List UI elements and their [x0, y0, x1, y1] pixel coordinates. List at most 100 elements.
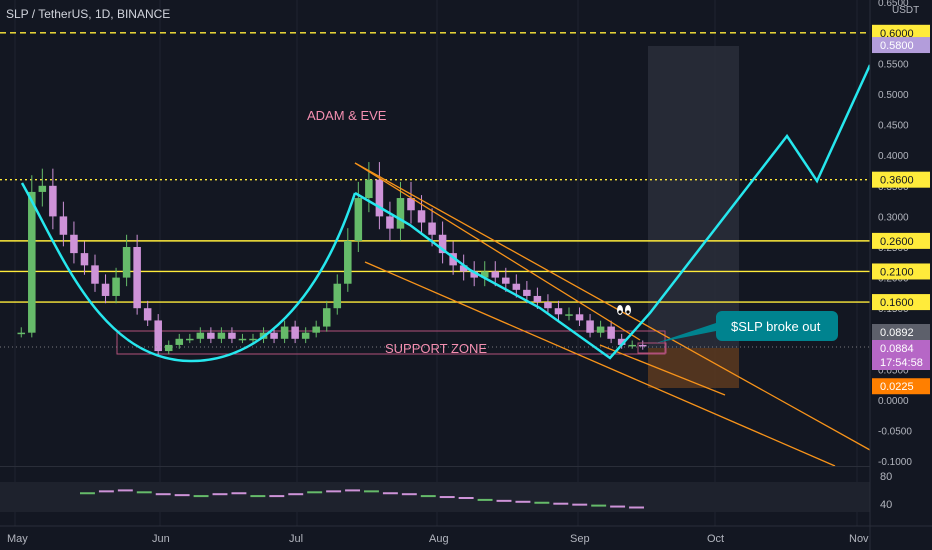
- volume-bar: [610, 505, 626, 508]
- candle-body: [70, 234, 78, 254]
- candle-body: [607, 326, 615, 339]
- candle-body: [280, 326, 289, 339]
- price-tag: [872, 354, 930, 370]
- price-tick-label: 0.3000: [878, 212, 909, 223]
- candle-body: [544, 302, 552, 309]
- candle-body: [596, 326, 605, 333]
- volume-bar: [80, 492, 95, 495]
- candle-body: [322, 308, 331, 327]
- volume-tick-80: 80: [880, 471, 892, 483]
- breakout-line[interactable]: [599, 344, 726, 396]
- volume-bar: [420, 495, 436, 498]
- time-axis[interactable]: May Jun Jul Aug Sep Oct Nov: [7, 533, 869, 545]
- volume-bar: [534, 501, 550, 504]
- candle-body: [523, 289, 531, 296]
- volume-bar: [250, 495, 266, 498]
- candle-body: [122, 247, 131, 278]
- time-tick-label: Aug: [429, 533, 449, 545]
- candle-body: [238, 338, 247, 341]
- candle-body: [312, 326, 320, 333]
- candle-body: [575, 314, 584, 321]
- candle-body: [417, 210, 426, 223]
- adam-eve-curve[interactable]: [20, 182, 357, 363]
- channel-upper-line[interactable]: [354, 162, 641, 341]
- volume-bar: [326, 490, 342, 493]
- level-tag: [872, 24, 930, 41]
- candle-body: [407, 198, 415, 211]
- support-zone-label: SUPPORT ZONE: [385, 341, 487, 356]
- volume-bar: [193, 495, 209, 498]
- candle-body: [91, 265, 99, 284]
- volume-bar: [117, 489, 133, 492]
- channel-lower-line[interactable]: [364, 261, 836, 467]
- candle-body: [554, 308, 563, 315]
- price-tick-label: 0.0000: [878, 396, 909, 407]
- candle-body: [80, 253, 89, 266]
- candle-body: [133, 247, 141, 309]
- candle-body: [502, 277, 510, 284]
- candle-body: [301, 332, 310, 339]
- volume-bar: [553, 502, 569, 505]
- volume-bar: [572, 503, 588, 506]
- price-tags: 0.6000 0.3600 0.2600 0.2100 0.1600 0.5800 0.08…: [872, 24, 930, 395]
- candle-body: [512, 283, 521, 290]
- candle-body: [638, 344, 647, 347]
- volume-bar: [629, 506, 644, 509]
- candle-body: [533, 295, 542, 303]
- candle-body: [354, 198, 363, 241]
- volume-bar: [212, 493, 228, 496]
- volume-bar: [307, 491, 323, 494]
- candle-body: [344, 240, 352, 284]
- volume-bar: [174, 494, 190, 497]
- volume-bar: [136, 491, 152, 494]
- volume-bar: [515, 500, 531, 503]
- price-tag: [872, 378, 930, 395]
- candle-body: [428, 222, 436, 235]
- candle-body: [480, 271, 489, 278]
- candle-body: [333, 283, 342, 309]
- time-tick-label: Jul: [289, 533, 303, 545]
- volume-bar: [345, 489, 360, 492]
- price-tick-label: 0.0500: [878, 365, 909, 376]
- candle-body: [28, 191, 36, 333]
- candle-body: [396, 198, 405, 229]
- price-tag-label: 0.5800: [880, 40, 914, 52]
- volume-bars: [80, 489, 644, 509]
- price-tag: [872, 340, 930, 356]
- price-tag-label: 0.0225: [880, 381, 914, 393]
- volume-bar: [269, 495, 285, 498]
- candle-body: [491, 271, 500, 278]
- candle-body: [164, 344, 173, 352]
- price-tick-label: -0.1000: [878, 457, 912, 468]
- price-tick-label: 0.5500: [878, 59, 909, 70]
- breakout-callout[interactable]: $SLP broke out: [656, 311, 838, 343]
- price-tick-label: 0.4000: [878, 151, 909, 162]
- candle-body: [217, 332, 226, 339]
- candle-body: [586, 320, 594, 333]
- entry-marker[interactable]: [637, 342, 667, 354]
- volume-tick-40: 40: [880, 499, 892, 511]
- candle-body: [175, 338, 184, 345]
- channel-extension-line[interactable]: [354, 162, 871, 451]
- candle-body: [228, 332, 236, 339]
- candle-body: [143, 308, 152, 321]
- level-tag: [872, 263, 930, 280]
- level-tag: [872, 294, 930, 311]
- candle-body: [386, 216, 394, 229]
- candle-body: [207, 332, 215, 339]
- candle-body: [249, 338, 257, 341]
- volume-bar: [288, 493, 304, 496]
- adam-eve-label: ADAM & EVE: [307, 108, 387, 123]
- projection-path[interactable]: [354, 64, 872, 360]
- candle-body: [470, 271, 478, 278]
- level-tag-label: 0.2100: [880, 266, 914, 278]
- candle-body: [17, 332, 26, 335]
- volume-bar: [458, 497, 474, 499]
- candle-body: [154, 320, 162, 352]
- candle-body: [459, 265, 468, 272]
- time-tick-label: Nov: [849, 533, 869, 545]
- candle-body: [291, 326, 299, 339]
- time-tick-label: May: [7, 533, 28, 545]
